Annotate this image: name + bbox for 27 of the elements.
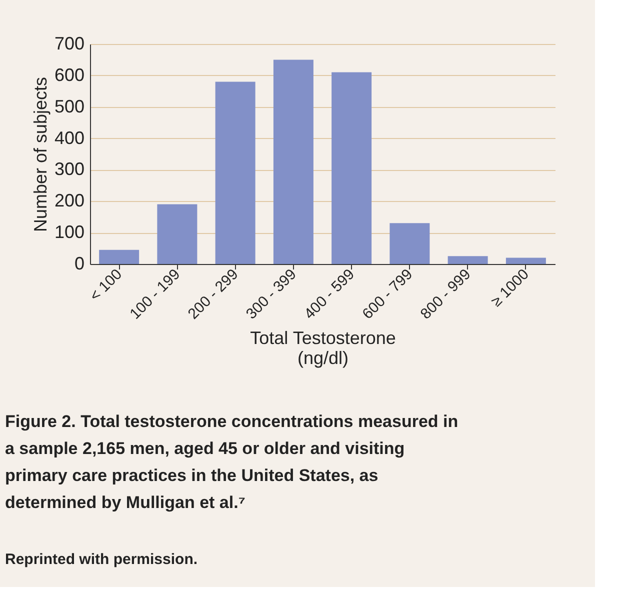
bar (506, 258, 546, 264)
bar (215, 82, 256, 264)
y-tick-label: 100 (54, 222, 84, 242)
y-tick-label: 500 (54, 96, 84, 116)
y-tick-label: 600 (54, 64, 84, 85)
x-tick-label: 100 - 199 (126, 266, 184, 323)
x-axis-title: Total Testosterone (ng/dl) (250, 328, 396, 368)
y-tick-label: 700 (54, 34, 84, 54)
bar (273, 60, 314, 264)
bar (157, 204, 198, 264)
text: Reprinted with permission. (5, 551, 198, 568)
y-tick-label: 300 (54, 159, 84, 180)
y-tick-label: 400 (54, 128, 84, 148)
y-axis-title: Number of subjects (30, 76, 50, 232)
bar (448, 256, 488, 264)
x-tick-label: 800 - 999 (417, 266, 474, 323)
y-tick-label: 200 (54, 190, 84, 211)
bar (99, 250, 140, 264)
y-tick-label: 0 (74, 254, 84, 274)
x-tick-label: 600 - 799 (359, 266, 416, 323)
x-tick-label: < 100 (86, 266, 126, 305)
bar (332, 72, 372, 264)
x-tick-label: 200 - 299 (184, 266, 242, 323)
x-tick-label: 300 - 399 (242, 266, 300, 323)
caption: Figure 2. Total testosterone concentrations measured in a sample 2,165 men, aged 45 or older and visiting primary care practices in the United States, as determined by Mulligan et al.⁷ (5, 412, 458, 512)
bar (390, 223, 430, 264)
x-tick-label: 400 - 599 (301, 266, 358, 323)
